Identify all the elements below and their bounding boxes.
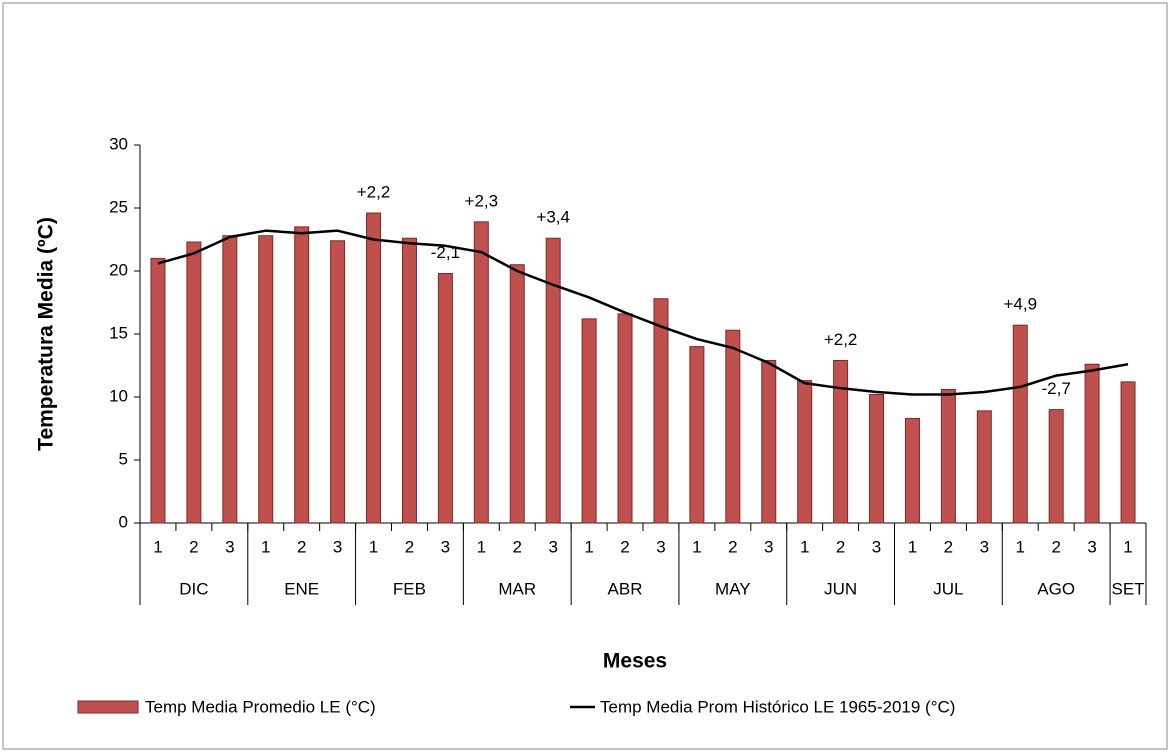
x-tick-label: 1	[1016, 537, 1025, 556]
bar	[294, 226, 310, 524]
annotation: +2,2	[824, 330, 858, 349]
legend-label: Temp Media Prom Histórico LE 1965-2019 (…	[600, 697, 955, 716]
y-tick-label: 15	[109, 323, 128, 342]
bar	[1120, 381, 1136, 524]
bar	[330, 240, 346, 524]
group-label: JUL	[933, 579, 963, 598]
annotation: +2,2	[357, 183, 391, 202]
bar	[689, 346, 705, 524]
x-tick-label: 1	[584, 537, 593, 556]
annotation: -2,7	[1042, 379, 1071, 398]
x-tick-label: 1	[1123, 537, 1132, 556]
bar	[509, 264, 525, 524]
x-tick-label: 3	[548, 537, 557, 556]
x-tick-label: 3	[656, 537, 665, 556]
x-tick-label: 3	[225, 537, 234, 556]
bar	[869, 393, 885, 524]
x-tick-label: 3	[333, 537, 342, 556]
bar	[1084, 363, 1100, 524]
x-tick-label: 2	[944, 537, 953, 556]
bar	[437, 273, 453, 524]
x-tick-label: 2	[728, 537, 737, 556]
group-label: DIC	[179, 579, 208, 598]
y-tick-label: 10	[109, 386, 128, 405]
y-tick-label: 5	[119, 449, 128, 468]
bar	[617, 313, 633, 524]
x-tick-label: 3	[872, 537, 881, 556]
group-label: FEB	[393, 579, 426, 598]
bar	[545, 237, 561, 524]
annotation: +2,3	[465, 191, 499, 210]
y-tick-label: 30	[109, 134, 128, 153]
line	[157, 229, 1129, 396]
bar	[725, 329, 741, 524]
bar	[473, 221, 489, 524]
annotation: -2,1	[431, 243, 460, 262]
bar	[150, 257, 166, 524]
x-tick-label: 3	[980, 537, 989, 556]
group-label: MAY	[715, 579, 751, 598]
x-tick-label: 1	[800, 537, 809, 556]
group-label: MAR	[498, 579, 536, 598]
y-tick-label: 20	[109, 260, 128, 279]
bar	[761, 359, 777, 524]
bar	[797, 380, 813, 524]
annotation: +4,9	[1003, 295, 1037, 314]
bar	[186, 241, 202, 524]
bar	[904, 417, 920, 524]
bar	[653, 298, 669, 524]
x-tick-label: 3	[1087, 537, 1096, 556]
bar	[401, 237, 417, 524]
bar	[1048, 409, 1064, 524]
x-tick-label: 2	[836, 537, 845, 556]
bar	[222, 235, 238, 524]
x-tick-label: 2	[513, 537, 522, 556]
x-tick-label: 2	[405, 537, 414, 556]
x-tick-label: 3	[441, 537, 450, 556]
annotation: +3,4	[536, 208, 570, 227]
legend-swatch	[77, 700, 139, 714]
x-tick-label: 1	[153, 537, 162, 556]
x-tick-label: 1	[261, 537, 270, 556]
bar	[1012, 324, 1028, 524]
y-tick-label: 25	[109, 197, 128, 216]
x-tick-label: 1	[908, 537, 917, 556]
bar	[976, 410, 992, 524]
group-label: JUN	[824, 579, 857, 598]
bar	[833, 359, 849, 524]
bar	[940, 388, 956, 524]
x-tick-label: 2	[1051, 537, 1060, 556]
bar	[366, 212, 382, 524]
x-axis-title: Meses	[603, 650, 667, 673]
bar	[581, 318, 597, 524]
x-tick-label: 2	[620, 537, 629, 556]
x-tick-label: 1	[369, 537, 378, 556]
y-tick-label: 0	[119, 512, 128, 531]
x-tick-label: 3	[764, 537, 773, 556]
x-tick-label: 1	[477, 537, 486, 556]
x-tick-label: 1	[692, 537, 701, 556]
legend-label: Temp Media Promedio LE (°C)	[145, 697, 376, 716]
group-label: ABR	[608, 579, 643, 598]
group-label: ENE	[284, 579, 319, 598]
x-tick-label: 2	[189, 537, 198, 556]
group-label: AGO	[1037, 579, 1075, 598]
y-axis-title: Temperatura Media (ºC)	[35, 217, 58, 451]
bar	[258, 235, 274, 524]
group-label: SET	[1112, 579, 1145, 598]
x-tick-label: 2	[297, 537, 306, 556]
